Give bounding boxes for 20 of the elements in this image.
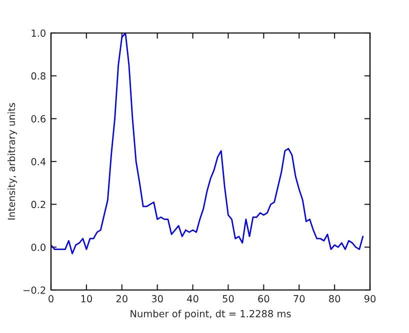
y-axis-title: Intensity, arbitrary units — [8, 103, 17, 220]
y-tick-label: 1.0 — [32, 29, 46, 37]
x-axis-title: Number of point, dt = 1.2288 ms — [130, 310, 291, 320]
x-tick-label: 40 — [187, 295, 198, 302]
x-tick-label: 60 — [258, 295, 270, 302]
x-tick-label: 70 — [294, 295, 305, 302]
y-tick-label: 0.6 — [31, 115, 46, 122]
y-tick-label: −0.2 — [24, 286, 46, 294]
y-tick-label: 0.4 — [31, 158, 46, 166]
x-tick-label: 20 — [116, 295, 128, 302]
x-tick-label: 10 — [81, 295, 92, 302]
y-tick-label: 0.0 — [31, 244, 46, 251]
line-series — [51, 33, 364, 254]
y-tick-label: 0.2 — [31, 200, 46, 208]
x-tick-label: 80 — [329, 295, 340, 302]
x-tick-label: 0 — [48, 295, 54, 302]
x-tick-label: 90 — [364, 295, 376, 302]
x-tick-label: 50 — [222, 295, 234, 302]
x-tick-label: 30 — [152, 295, 163, 302]
y-tick-label: 0.8 — [31, 72, 46, 80]
